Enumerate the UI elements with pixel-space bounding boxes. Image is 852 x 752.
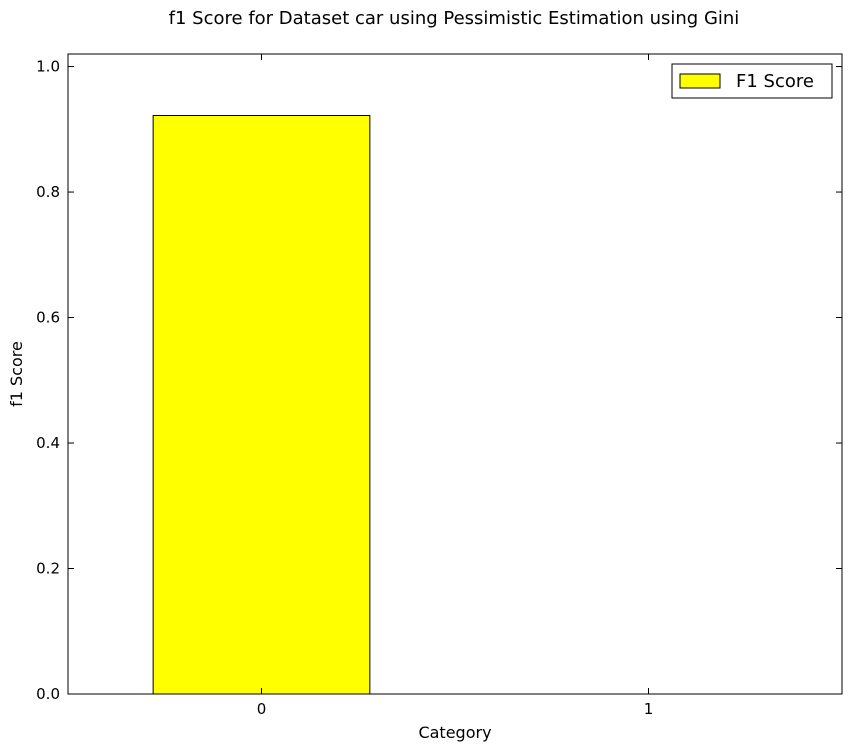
y-tick-label: 0.4 [36, 434, 60, 452]
legend-swatch [679, 73, 721, 89]
tick-labels-layer: 0.0 0.2 0.4 0.6 0.8 1.0 0 1 [36, 58, 653, 718]
x-axis-label: Category [418, 723, 491, 742]
y-tick-label: 0.6 [36, 309, 60, 327]
x-tick-label: 1 [644, 700, 654, 718]
y-tick-label: 0.0 [36, 685, 60, 703]
chart-title: f1 Score for Dataset car using Pessimist… [169, 8, 740, 29]
x-tick-label: 0 [257, 700, 267, 718]
plot-frame [67, 53, 843, 695]
y-tick-label: 0.8 [36, 183, 60, 201]
legend: F1 Score [671, 63, 833, 99]
bar-category-0 [152, 114, 371, 695]
y-tick-label: 1.0 [36, 58, 60, 76]
ticks-layer [68, 54, 842, 695]
y-tick-label: 0.2 [36, 560, 60, 578]
y-axis-label: f1 Score [7, 341, 26, 407]
bars-layer [152, 114, 371, 695]
legend-label-f1-score: F1 Score [736, 71, 814, 92]
